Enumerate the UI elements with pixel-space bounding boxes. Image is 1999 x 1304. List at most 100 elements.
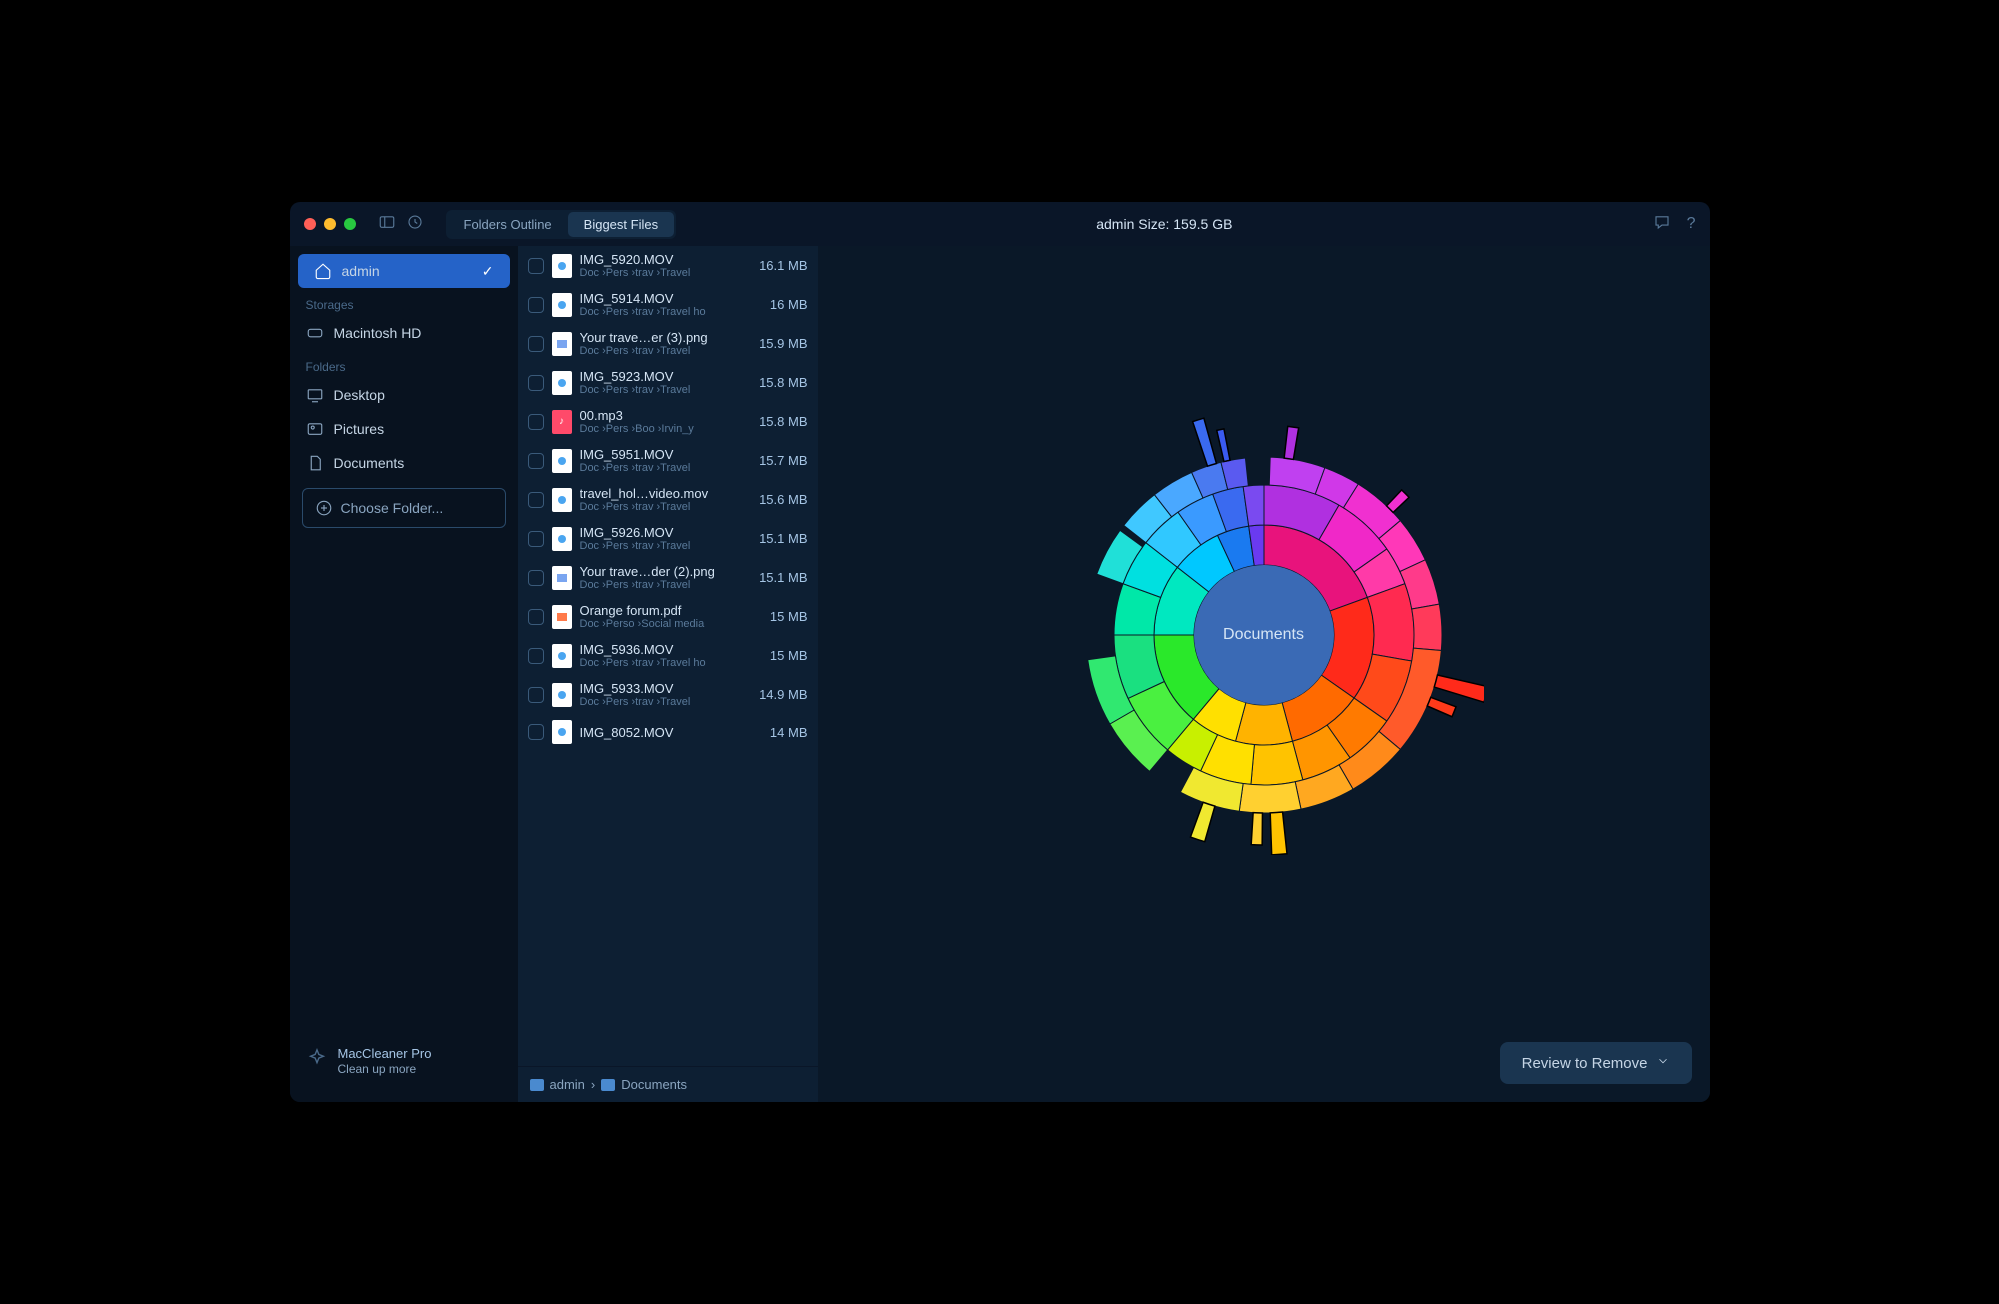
file-checkbox[interactable] bbox=[528, 258, 544, 274]
file-path: Doc ›Pers ›trav ›Travel bbox=[580, 579, 752, 591]
choose-folder-label: Choose Folder... bbox=[341, 500, 444, 516]
window-title: admin Size: 159.5 GB bbox=[690, 216, 1639, 232]
file-name: IMG_5936.MOV bbox=[580, 642, 762, 657]
file-row[interactable]: Orange forum.pdf Doc ›Perso ›Social medi… bbox=[518, 597, 818, 636]
file-row[interactable]: IMG_5936.MOV Doc ›Pers ›trav ›Travel ho … bbox=[518, 636, 818, 675]
tab-biggest-files[interactable]: Biggest Files bbox=[568, 212, 674, 237]
file-path: Doc ›Pers ›trav ›Travel bbox=[580, 345, 752, 357]
file-row[interactable]: IMG_5933.MOV Doc ›Pers ›trav ›Travel 14.… bbox=[518, 675, 818, 714]
file-checkbox[interactable] bbox=[528, 453, 544, 469]
file-info: IMG_5920.MOV Doc ›Pers ›trav ›Travel bbox=[580, 252, 752, 279]
file-size: 15.8 MB bbox=[759, 375, 807, 390]
file-name: IMG_5951.MOV bbox=[580, 447, 752, 462]
file-size: 15.1 MB bbox=[759, 570, 807, 585]
chart-area: Documents Review to Remove bbox=[818, 246, 1710, 1102]
file-path: Doc ›Pers ›trav ›Travel bbox=[580, 462, 752, 474]
file-checkbox[interactable] bbox=[528, 414, 544, 430]
file-info: IMG_5923.MOV Doc ›Pers ›trav ›Travel bbox=[580, 369, 752, 396]
file-row[interactable]: travel_hol…video.mov Doc ›Pers ›trav ›Tr… bbox=[518, 480, 818, 519]
feedback-icon[interactable] bbox=[1653, 213, 1671, 236]
tab-folders-outline[interactable]: Folders Outline bbox=[448, 212, 568, 237]
file-checkbox[interactable] bbox=[528, 648, 544, 664]
file-checkbox[interactable] bbox=[528, 687, 544, 703]
close-button[interactable] bbox=[304, 218, 316, 230]
help-icon[interactable]: ? bbox=[1687, 215, 1696, 233]
file-type-icon bbox=[552, 488, 572, 512]
sidebar-item[interactable]: Documents bbox=[290, 446, 518, 480]
maximize-button[interactable] bbox=[344, 218, 356, 230]
breadcrumb[interactable]: admin › Documents bbox=[518, 1066, 818, 1102]
app-window: Folders Outline Biggest Files admin Size… bbox=[290, 202, 1710, 1102]
view-tabs: Folders Outline Biggest Files bbox=[446, 210, 677, 239]
choose-folder-button[interactable]: Choose Folder... bbox=[302, 488, 506, 528]
file-checkbox[interactable] bbox=[528, 609, 544, 625]
file-row[interactable]: IMG_5923.MOV Doc ›Pers ›trav ›Travel 15.… bbox=[518, 363, 818, 402]
breadcrumb-current: Documents bbox=[621, 1077, 687, 1092]
review-to-remove-button[interactable]: Review to Remove bbox=[1500, 1042, 1692, 1084]
file-checkbox[interactable] bbox=[528, 492, 544, 508]
sidebar-item-icon bbox=[306, 454, 324, 472]
file-row[interactable]: Your trave…der (2).png Doc ›Pers ›trav ›… bbox=[518, 558, 818, 597]
file-type-icon bbox=[552, 410, 572, 434]
plus-icon bbox=[315, 499, 333, 517]
file-type-icon bbox=[552, 371, 572, 395]
sidebar-item-label: Pictures bbox=[334, 421, 385, 437]
rescan-icon[interactable] bbox=[406, 213, 424, 236]
sunburst-chart[interactable]: Documents bbox=[1044, 415, 1484, 855]
file-path: Doc ›Pers ›trav ›Travel bbox=[580, 384, 752, 396]
file-size: 16.1 MB bbox=[759, 258, 807, 273]
file-path: Doc ›Pers ›trav ›Travel bbox=[580, 540, 752, 552]
file-row[interactable]: IMG_8052.MOV 14 MB bbox=[518, 714, 818, 750]
file-checkbox[interactable] bbox=[528, 724, 544, 740]
file-info: Your trave…er (3).png Doc ›Pers ›trav ›T… bbox=[580, 330, 752, 357]
file-size: 16 MB bbox=[770, 297, 808, 312]
file-path: Doc ›Pers ›trav ›Travel ho bbox=[580, 657, 762, 669]
folder-icon bbox=[530, 1079, 544, 1091]
file-checkbox[interactable] bbox=[528, 297, 544, 313]
file-size: 15.6 MB bbox=[759, 492, 807, 507]
body: admin ✓ Storages Macintosh HD Folders De… bbox=[290, 246, 1710, 1102]
sidebar-item-label: Macintosh HD bbox=[334, 325, 422, 341]
file-row[interactable]: IMG_5914.MOV Doc ›Pers ›trav ›Travel ho … bbox=[518, 285, 818, 324]
sidebar-item-label: admin bbox=[342, 263, 380, 279]
file-row[interactable]: 00.mp3 Doc ›Pers ›Boo ›Irvin_y 15.8 MB bbox=[518, 402, 818, 441]
file-size: 15.8 MB bbox=[759, 414, 807, 429]
file-info: IMG_8052.MOV bbox=[580, 725, 762, 740]
file-row[interactable]: Your trave…er (3).png Doc ›Pers ›trav ›T… bbox=[518, 324, 818, 363]
file-checkbox[interactable] bbox=[528, 531, 544, 547]
file-checkbox[interactable] bbox=[528, 570, 544, 586]
file-row[interactable]: IMG_5926.MOV Doc ›Pers ›trav ›Travel 15.… bbox=[518, 519, 818, 558]
sidebar-section-title: Storages bbox=[290, 288, 518, 316]
titlebar-right: ? bbox=[1653, 213, 1696, 236]
home-icon bbox=[314, 262, 332, 280]
sidebar-toggle-icon[interactable] bbox=[378, 213, 396, 236]
sidebar-footer[interactable]: MacCleaner Pro Clean up more bbox=[290, 1030, 518, 1094]
file-type-icon bbox=[552, 720, 572, 744]
file-size: 14 MB bbox=[770, 725, 808, 740]
file-type-icon bbox=[552, 527, 572, 551]
sidebar-section-title: Folders bbox=[290, 350, 518, 378]
file-row[interactable]: IMG_5951.MOV Doc ›Pers ›trav ›Travel 15.… bbox=[518, 441, 818, 480]
file-checkbox[interactable] bbox=[528, 375, 544, 391]
file-size: 15.9 MB bbox=[759, 336, 807, 351]
file-list-scroll[interactable]: IMG_5920.MOV Doc ›Pers ›trav ›Travel 16.… bbox=[518, 246, 818, 1066]
file-row[interactable]: IMG_5920.MOV Doc ›Pers ›trav ›Travel 16.… bbox=[518, 246, 818, 285]
sunburst-center[interactable]: Documents bbox=[1194, 565, 1334, 705]
sidebar-item[interactable]: Macintosh HD bbox=[290, 316, 518, 350]
file-checkbox[interactable] bbox=[528, 336, 544, 352]
file-info: IMG_5936.MOV Doc ›Pers ›trav ›Travel ho bbox=[580, 642, 762, 669]
file-path: Doc ›Pers ›trav ›Travel bbox=[580, 267, 752, 279]
sidebar-item-icon bbox=[306, 324, 324, 342]
sidebar-item-label: Desktop bbox=[334, 387, 385, 403]
file-size: 15.1 MB bbox=[759, 531, 807, 546]
file-info: IMG_5926.MOV Doc ›Pers ›trav ›Travel bbox=[580, 525, 752, 552]
sidebar-item[interactable]: Desktop bbox=[290, 378, 518, 412]
sidebar-item-admin[interactable]: admin ✓ bbox=[298, 254, 510, 288]
file-info: 00.mp3 Doc ›Pers ›Boo ›Irvin_y bbox=[580, 408, 752, 435]
sidebar-footer-text: MacCleaner Pro Clean up more bbox=[338, 1046, 432, 1078]
file-info: IMG_5933.MOV Doc ›Pers ›trav ›Travel bbox=[580, 681, 752, 708]
file-list-panel: IMG_5920.MOV Doc ›Pers ›trav ›Travel 16.… bbox=[518, 246, 818, 1102]
toolbar-icons bbox=[378, 213, 424, 236]
sidebar-item[interactable]: Pictures bbox=[290, 412, 518, 446]
minimize-button[interactable] bbox=[324, 218, 336, 230]
